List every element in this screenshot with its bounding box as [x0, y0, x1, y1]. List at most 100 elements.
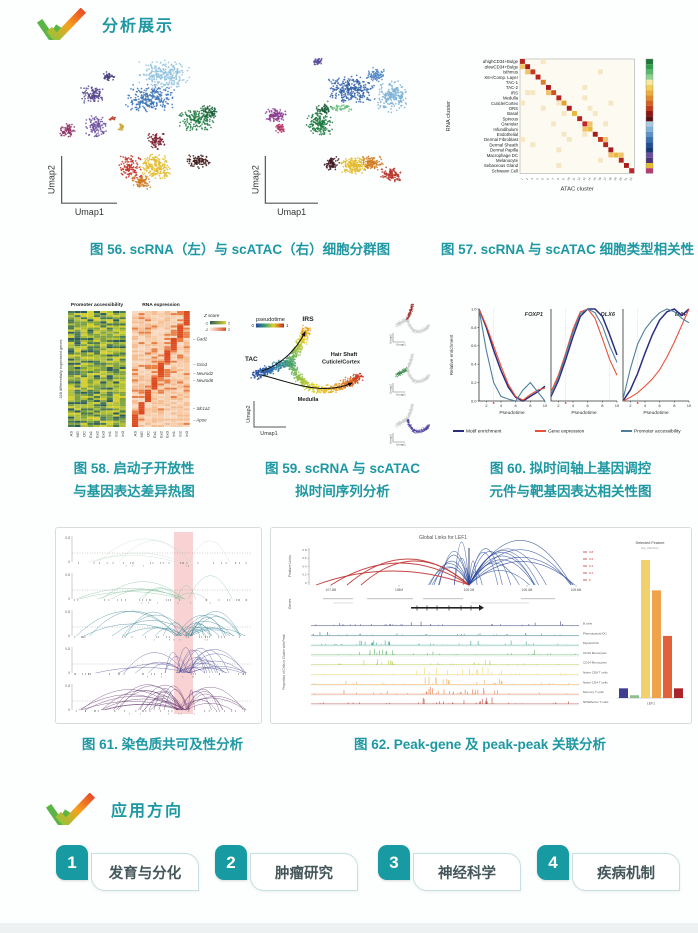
- svg-text:RNA expression: RNA expression: [142, 302, 180, 308]
- svg-text:20: 20: [618, 176, 623, 181]
- app-item-disease: 4 疾病机制: [537, 845, 680, 891]
- svg-text:2: 2: [525, 177, 529, 181]
- svg-text:Cuticle/Cortex: Cuticle/Cortex: [491, 101, 519, 106]
- svg-text:Infundibulum: Infundibulum: [493, 127, 518, 132]
- svg-text:-2: -2: [205, 321, 208, 325]
- svg-text:2: 2: [228, 321, 230, 325]
- svg-text:328 differentially expressed g: 328 differentially expressed genes: [58, 339, 63, 398]
- svg-text:17: 17: [602, 176, 607, 181]
- brand-logo-icon: [36, 8, 87, 40]
- svg-text:7: 7: [551, 177, 555, 181]
- svg-text:– Neurod6: – Neurod6: [192, 378, 214, 383]
- application-items: 1 发育与分化 2 肿瘤研究 3 神经科学 4 疾病机制: [0, 845, 698, 905]
- svg-text:Melanocyte: Melanocyte: [496, 158, 519, 163]
- applications-section-header: 应用方向: [45, 793, 183, 825]
- svg-text:– Gria3: – Gria3: [192, 362, 208, 367]
- svg-text:16: 16: [597, 176, 602, 181]
- svg-text:-2: -2: [205, 328, 208, 332]
- caption-fig60-line1: 图 60. 拟时间轴上基因调控: [489, 461, 652, 476]
- svg-text:AS: AS: [69, 431, 74, 437]
- svg-text:11: 11: [571, 176, 576, 181]
- svg-text:In2: In2: [178, 430, 183, 436]
- caption-fig59-line2: 拟时间序列分析: [295, 483, 390, 499]
- figure-60-enrichment-lines: 0.0 0.2 0.4 0.6 0.8 1.0 2 4 6 8 10 FOXP1 Pseudotime 2…: [443, 297, 698, 439]
- svg-text:OC: OC: [81, 431, 86, 437]
- svg-text:13: 13: [582, 176, 587, 181]
- svg-text:In1: In1: [171, 430, 176, 436]
- caption-fig58-line1: 图 58. 启动子开放性: [73, 461, 195, 476]
- figure-57-correlation-heatmap: αhighCD34+Bulge αlowCD34+Bulge Isthmus K6+/…: [440, 53, 695, 221]
- app-item-tumor: 2 肿瘤研究: [215, 845, 358, 891]
- app-item-neuroscience: 3 神经科学: [378, 845, 521, 891]
- app-item-label: 疾病机制: [572, 853, 680, 891]
- svg-text:TAC-1: TAC-1: [506, 80, 519, 85]
- svg-text:5: 5: [540, 177, 544, 181]
- svg-text:RNA cluster: RNA cluster: [446, 101, 452, 132]
- app-item-label: 发育与分化: [91, 853, 199, 891]
- svg-text:22: 22: [628, 176, 633, 181]
- caption-fig56: 图 56. scRNA（左）与 scATAC（右）细胞分群图: [89, 242, 391, 257]
- svg-text:6: 6: [546, 177, 550, 181]
- svg-text:Z score: Z score: [203, 313, 220, 318]
- svg-text:21: 21: [623, 176, 628, 181]
- caption-fig60-line2: 元件与靶基因表达相关性图: [489, 483, 652, 499]
- figure-61-coaccessibility: 0.8 0 0.8 0 0.8 0 0.8 0 0.8 0: [55, 527, 262, 724]
- svg-text:10: 10: [566, 176, 571, 181]
- analysis-section-title: 分析展示: [102, 18, 175, 35]
- svg-text:Isthmus: Isthmus: [503, 70, 518, 75]
- svg-text:– Gad2: – Gad2: [192, 336, 208, 341]
- app-item-number-badge: 1: [56, 845, 88, 880]
- svg-text:Umap2: Umap2: [47, 165, 57, 194]
- applications-section-title: 应用方向: [111, 803, 184, 820]
- app-item-number-badge: 4: [537, 845, 569, 880]
- svg-text:Dermal Papilla: Dermal Papilla: [490, 148, 519, 153]
- svg-text:Ex2: Ex2: [158, 430, 163, 438]
- svg-text:– Neurod2: – Neurod2: [192, 371, 214, 376]
- svg-text:14: 14: [587, 176, 592, 181]
- svg-text:Spinous: Spinous: [502, 116, 518, 121]
- svg-text:4: 4: [535, 177, 539, 181]
- svg-text:IRS: IRS: [511, 90, 518, 95]
- svg-text:OC: OC: [145, 431, 150, 437]
- svg-text:Dermal Fibroblast: Dermal Fibroblast: [484, 137, 519, 142]
- caption-fig59: 图 59. scRNA 与 scATAC 拟时间序列分析: [240, 458, 445, 504]
- svg-text:Sebaceous Gland: Sebaceous Gland: [484, 163, 519, 168]
- svg-text:8: 8: [556, 177, 560, 181]
- svg-text:15: 15: [592, 176, 597, 181]
- svg-text:12: 12: [576, 176, 581, 181]
- svg-text:In2: In2: [114, 430, 119, 436]
- svg-text:Granular: Granular: [501, 122, 518, 127]
- svg-text:Umap2: Umap2: [250, 165, 260, 194]
- svg-text:Ex3: Ex3: [101, 430, 106, 438]
- svg-text:Umap1: Umap1: [277, 207, 306, 217]
- svg-text:In1: In1: [107, 430, 112, 436]
- caption-fig62: 图 62. Peak-gene 及 peak-peak 关联分析: [353, 737, 607, 752]
- caption-fig60: 图 60. 拟时间轴上基因调控 元件与靶基因表达相关性图: [443, 458, 698, 504]
- svg-text:MG: MG: [75, 431, 80, 437]
- analysis-section-header: 分析展示: [36, 8, 174, 40]
- app-item-number-badge: 3: [378, 845, 410, 880]
- svg-text:19: 19: [613, 176, 618, 181]
- caption-fig58-line2: 与基因表达差异热图: [73, 483, 195, 499]
- brand-logo-icon: [45, 793, 96, 825]
- svg-text:ATAC cluster: ATAC cluster: [561, 186, 594, 192]
- svg-text:18: 18: [608, 176, 613, 181]
- svg-text:TAC-2: TAC-2: [506, 85, 519, 90]
- figure-59-pseudotime: pseudotime 0 1 TAC IRS Hair Shaft Cuticle/Cort…: [240, 295, 440, 450]
- figure-56-scatac-umap: Umap2 Umap1: [240, 45, 435, 230]
- svg-text:Ex1: Ex1: [152, 430, 157, 438]
- svg-text:2: 2: [228, 328, 230, 332]
- page-bottom-edge: [0, 923, 698, 933]
- svg-text:K6+/Comp. Layer: K6+/Comp. Layer: [484, 75, 518, 80]
- app-item-label: 神经科学: [413, 853, 521, 891]
- svg-text:3: 3: [530, 177, 534, 181]
- svg-text:MG: MG: [139, 431, 144, 437]
- svg-text:Ex1: Ex1: [88, 430, 93, 438]
- svg-text:Endothelial: Endothelial: [497, 132, 518, 137]
- svg-text:Promoter accessibility: Promoter accessibility: [71, 302, 123, 308]
- figure-62-links-panel: Global Links for LEF1 0.8 0.6 0.4 0.2 0 Featur…: [270, 527, 692, 724]
- svg-text:In3: In3: [184, 430, 189, 436]
- caption-fig58: 图 58. 启动子开放性 与基因表达差异热图: [28, 458, 240, 504]
- svg-text:Ex3: Ex3: [165, 430, 170, 438]
